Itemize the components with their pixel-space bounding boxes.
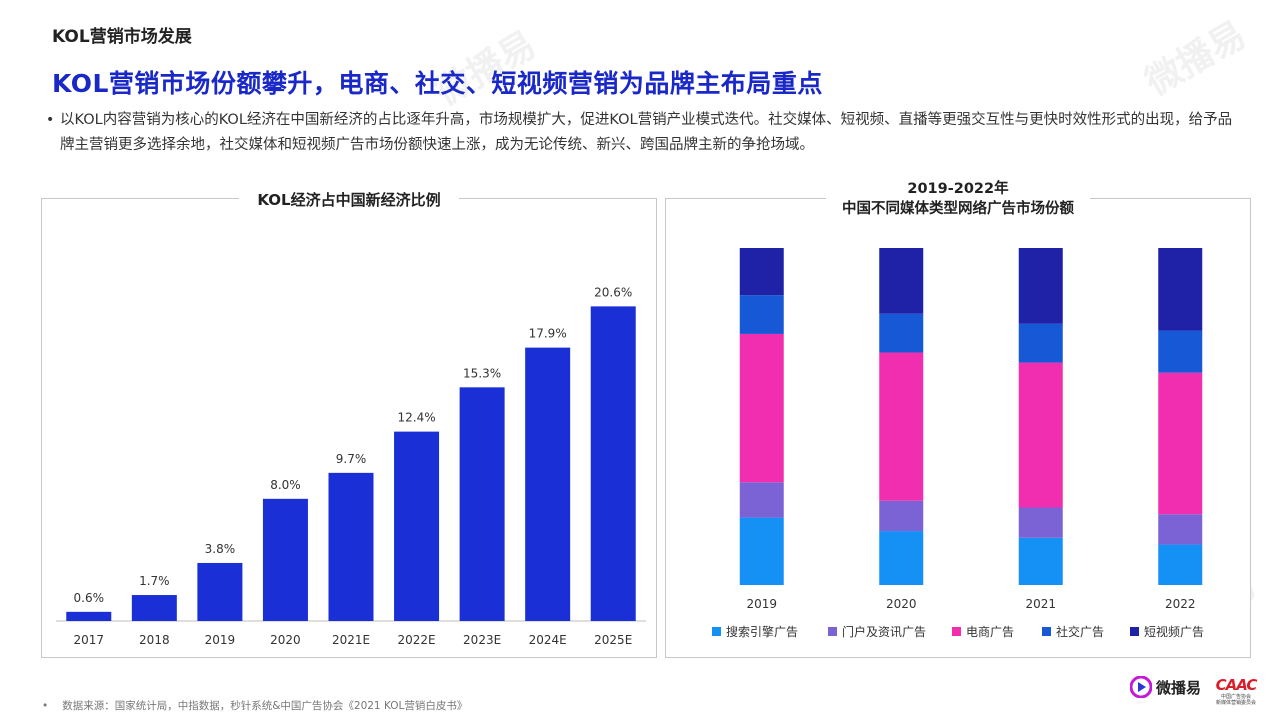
bar-2024E [525,347,571,621]
segment-2019-1 [739,482,784,518]
tick-label-2020: 2020 [270,633,301,647]
right-chart-title-line2: 中国不同媒体类型网络广告市场份额 [842,199,1074,219]
bar-2020 [262,498,308,621]
right-chart-title-line1: 2019-2022年 [842,179,1074,199]
data-label-2020: 8.0% [270,478,301,492]
kol-share-bar-chart: 0.6% 2017 1.7% 2018 3.8% 2019 8.0% 2020 9.7% 2021… [56,285,646,647]
caac-wordmark: CAAC [1215,676,1258,694]
data-label-2024E: 17.9% [529,327,567,341]
segment-2021-4 [1018,248,1063,324]
left-chart-title-wrap: KOL经济占中国新经济比例 [42,189,656,210]
right-chart-title-wrap: 2019-2022年 中国不同媒体类型网络广告市场份额 [666,179,1250,219]
source-footnote: • 数据来源：国家统计局，中指数据，秒针系统&中国广告协会《2021 KOL营销白… [42,698,467,713]
legend-label-4: 短视频广告 [1144,624,1204,639]
footnote-dot: • [42,700,49,712]
segment-2021-1 [1018,507,1063,538]
legend-swatch-2 [952,627,961,636]
segment-2022-2 [1158,372,1203,515]
legend-swatch-3 [1042,627,1051,636]
tick-label-2017: 2017 [74,633,105,647]
weiboyi-logo: 微播易 [1130,676,1201,698]
data-label-2017: 0.6% [74,591,105,605]
tick-label-2019: 2019 [205,633,236,647]
tick-label-2023E: 2023E [463,633,501,647]
segment-2021-0 [1018,537,1063,585]
segment-2019-3 [739,295,784,334]
tick-label-2022: 2022 [1165,597,1196,611]
left-chart-panel: KOL经济占中国新经济比例 0.6% 2017 1.7% 2018 3.8% 2019 8.… [41,191,657,658]
tick-label-2020: 2020 [886,597,917,611]
legend-label-1: 门户及资讯广告 [842,624,926,639]
bullet-dot: • [46,112,55,128]
tick-label-2019: 2019 [746,597,777,611]
bullet-paragraph: • 以KOL内容营销为核心的KOL经济在中国新经济的占比逐年升高，市场规模扩大，… [46,108,1240,158]
bar-2025E [590,306,636,621]
bar-2023E [459,387,505,621]
segment-2020-2 [879,352,924,501]
source-text: 数据来源：国家统计局，中指数据，秒针系统&中国广告协会《2021 KOL营销白皮… [62,700,468,712]
segment-2020-3 [879,313,924,353]
bar-2018 [131,595,177,621]
bar-2021E [328,472,374,621]
section-title: KOL营销市场发展 [52,27,192,47]
right-chart-title: 2019-2022年 中国不同媒体类型网络广告市场份额 [826,179,1090,219]
bar-2019 [197,562,243,621]
segment-2022-1 [1158,514,1203,545]
bar-2022E [394,431,440,621]
segment-2019-0 [739,517,784,585]
data-label-2018: 1.7% [139,574,170,588]
tick-label-2021E: 2021E [332,633,370,647]
legend-swatch-1 [828,627,837,636]
legend-label-3: 社交广告 [1056,624,1104,639]
legend-label-2: 电商广告 [966,624,1014,639]
data-label-2022E: 12.4% [397,411,435,425]
segment-2020-1 [879,500,924,532]
data-label-2023E: 15.3% [463,366,501,380]
legend-swatch-4 [1130,627,1139,636]
tick-label-2018: 2018 [139,633,170,647]
segment-2021-2 [1018,362,1063,508]
bullet-text: 以KOL内容营销为核心的KOL经济在中国新经济的占比逐年升高，市场规模扩大，促进… [60,112,1233,153]
segment-2019-2 [739,333,784,483]
data-label-2021E: 9.7% [336,452,367,466]
segment-2020-4 [879,248,924,314]
right-chart-panel: 2019-2022年 中国不同媒体类型网络广告市场份额 2019 2020 2021… [665,179,1251,658]
legend-swatch-0 [712,627,721,636]
legend-label-0: 搜索引擎广告 [726,624,798,639]
ad-share-stacked-chart: 2019 2020 2021 2022 搜索引擎广告 门户及资讯广告 电商广告 社交广告 短视频… [712,248,1204,639]
tick-label-2025E: 2025E [594,633,632,647]
segment-2019-4 [739,248,784,296]
segment-2022-3 [1158,330,1203,373]
tick-label-2024E: 2024E [529,633,567,647]
segment-2022-0 [1158,544,1203,585]
watermark: 微播易 [1138,14,1253,104]
bar-2017 [66,611,112,621]
play-logo-icon [1130,676,1152,698]
logo-name: 微播易 [1156,678,1202,697]
tick-label-2022E: 2022E [397,633,435,647]
caac-sub2: 新媒体营销委员会 [1215,700,1256,706]
segment-2022-4 [1158,248,1203,331]
segment-2020-0 [879,531,924,585]
headline: KOL营销市场份额攀升，电商、社交、短视频营销为品牌主布局重点 [52,69,823,98]
data-label-2019: 3.8% [205,542,236,556]
segment-2021-3 [1018,323,1063,363]
caac-sub1: 中国广告协会 [1220,694,1251,700]
data-label-2025E: 20.6% [594,285,632,299]
tick-label-2021: 2021 [1025,597,1056,611]
caac-logo: CAAC 中国广告协会 新媒体营销委员会 [1210,676,1262,706]
left-chart-title: KOL经济占中国新经济比例 [239,191,459,209]
